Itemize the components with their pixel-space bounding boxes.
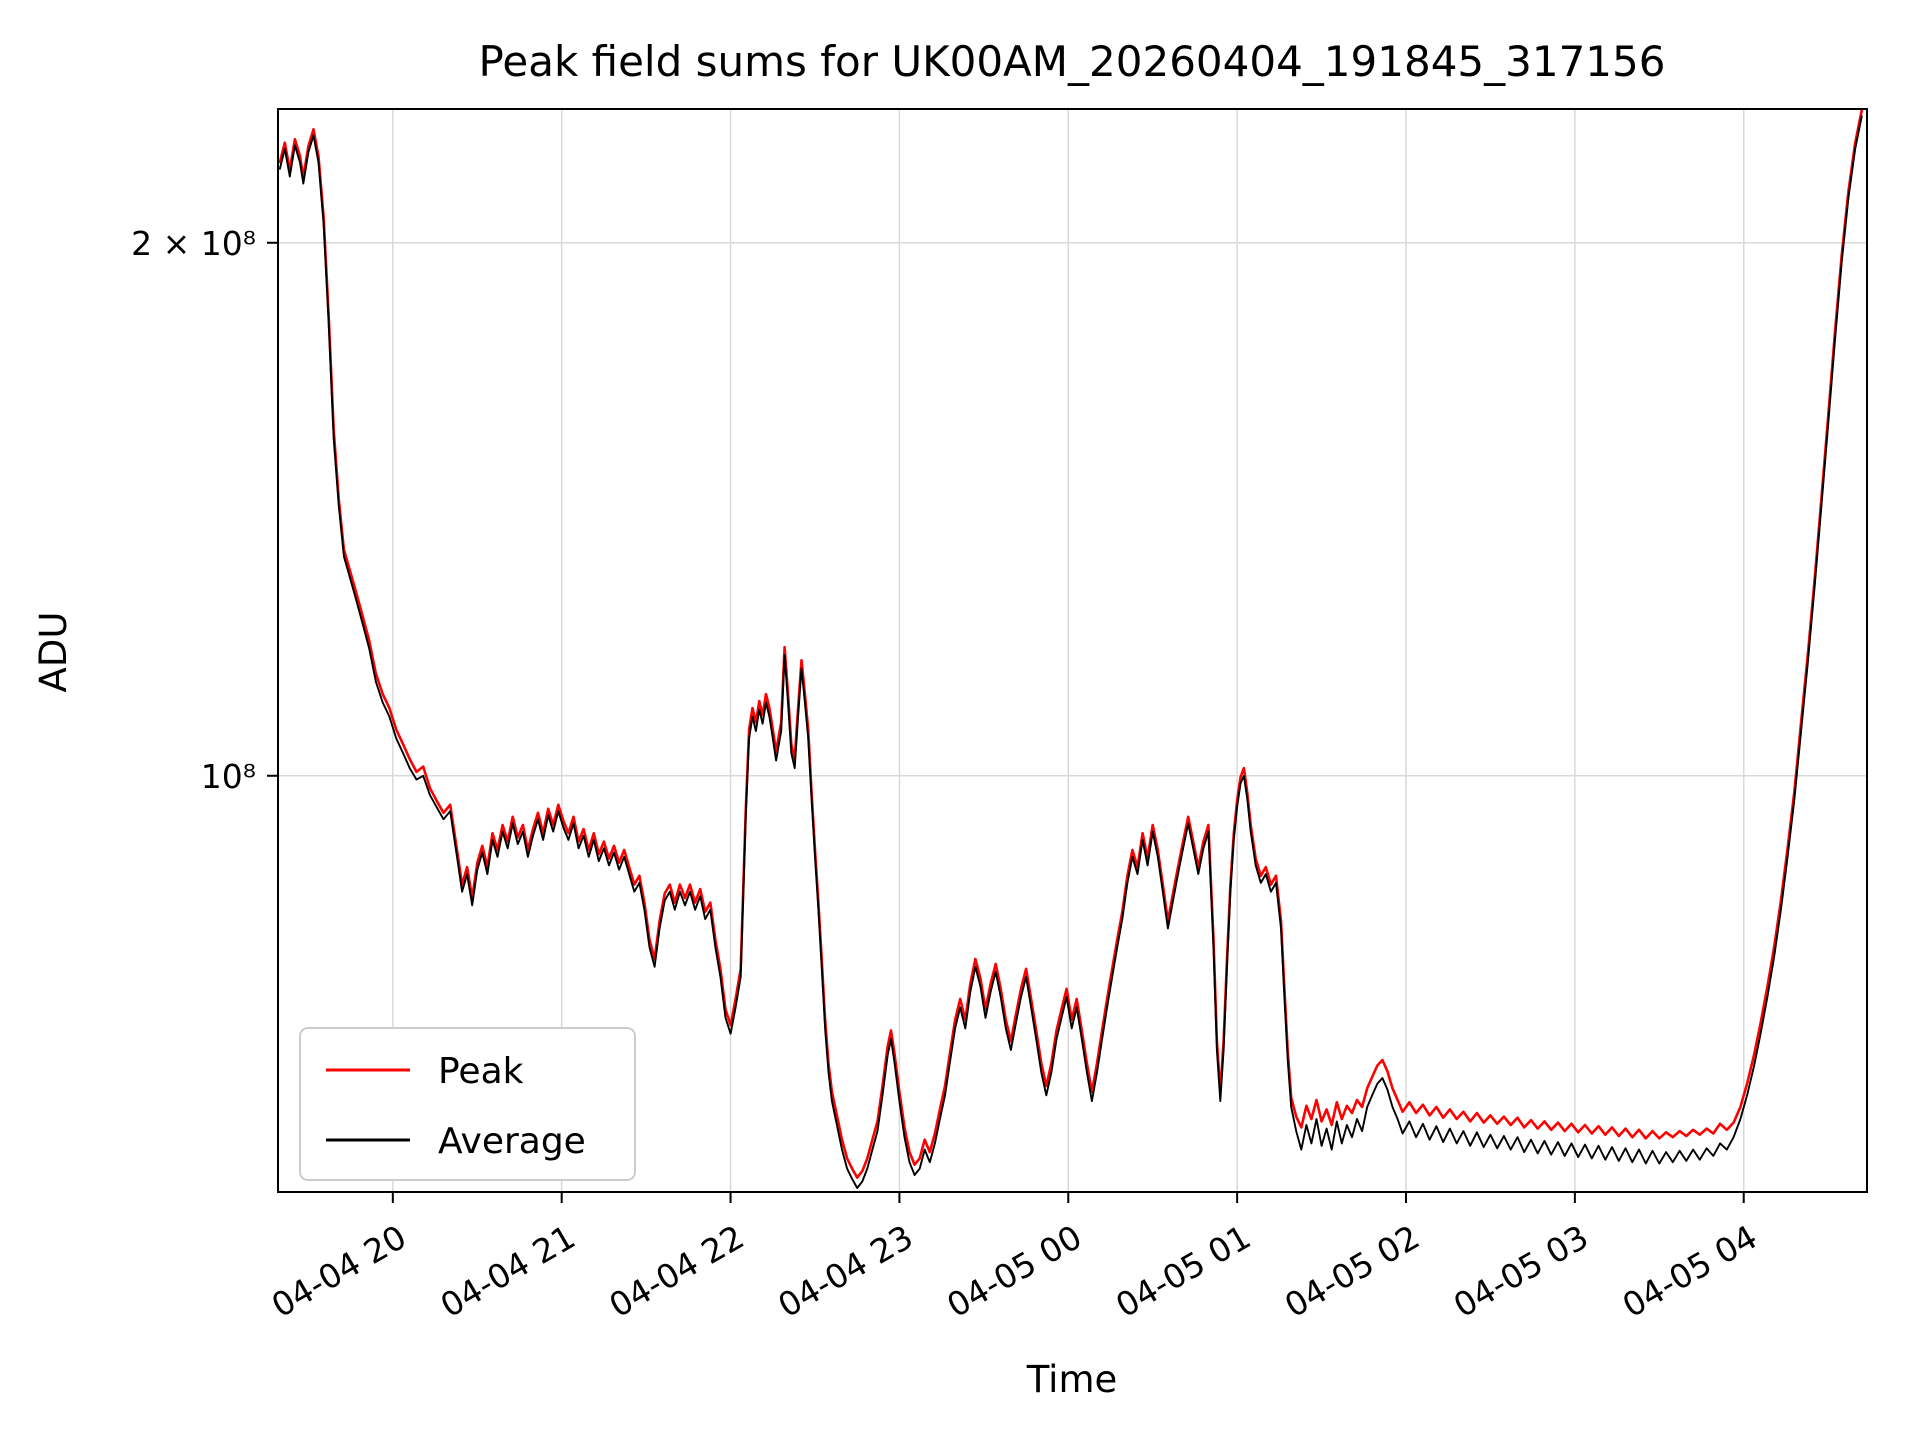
x-axis-label: Time [1026,1358,1118,1401]
x-tick-label: 04-04 22 [603,1217,751,1325]
legend-box [299,1027,636,1181]
series-layer [278,109,1864,1189]
series-line-average [278,115,1863,1189]
x-tick-label: 04-04 20 [265,1217,413,1325]
x-tick-label: 04-05 03 [1447,1217,1595,1325]
legend-label-average: Average [438,1121,586,1162]
y-tick-label: 2 × 10⁸ [131,224,256,263]
x-tick-label: 04-04 23 [771,1217,919,1325]
grid-layer [278,109,1867,1192]
series-line-peak [278,109,1864,1179]
plot-border [277,108,1868,1193]
x-tick-label: 04-05 01 [1109,1217,1257,1325]
x-tick-label: 04-05 02 [1278,1217,1426,1325]
legend: Peak Average [299,1027,636,1181]
y-tick-label: 10⁸ [201,757,256,796]
x-tick-label: 04-04 21 [434,1217,582,1325]
y-axis-label: ADU [32,612,75,693]
x-tick-label: 04-05 00 [940,1217,1088,1325]
x-tick-label: 04-05 04 [1616,1217,1764,1325]
legend-label-peak: Peak [438,1051,524,1092]
chart-title: Peak field sums for UK00AM_20260404_1918… [479,37,1666,86]
